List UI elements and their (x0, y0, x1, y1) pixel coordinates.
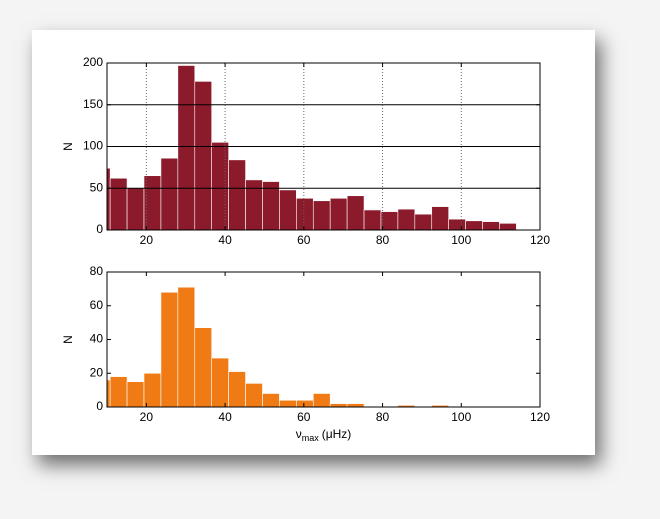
bar (245, 383, 263, 407)
bar (160, 291, 179, 407)
x-tick-label: 80 (376, 233, 390, 247)
y-tick-label: 40 (90, 332, 104, 346)
x-tick-label: 40 (218, 410, 232, 424)
bar (448, 218, 466, 230)
bar (346, 403, 365, 407)
bars (107, 286, 449, 407)
x-tick-label: 100 (451, 410, 471, 424)
bar (262, 393, 280, 407)
bar (312, 393, 331, 407)
bar (312, 200, 331, 230)
x-tick-label: 20 (140, 410, 154, 424)
y-axis-label: N (61, 142, 75, 151)
y-tick-label: 0 (96, 222, 103, 236)
x-label-subscript: max (302, 433, 320, 443)
y-tick-label: 80 (90, 264, 104, 278)
x-tick-label: 120 (530, 410, 550, 424)
bar (499, 223, 517, 230)
bar (126, 381, 145, 407)
bar (107, 167, 111, 230)
bar (397, 405, 416, 407)
bar (194, 81, 213, 230)
bar (279, 399, 297, 407)
bar (245, 179, 263, 230)
bar (194, 327, 213, 407)
bar (482, 221, 500, 230)
x-label-symbol: ν (296, 427, 302, 441)
bar (397, 208, 416, 230)
x-label-unit: (μHz) (322, 427, 352, 441)
x-tick-label: 100 (451, 233, 471, 247)
bar (465, 220, 483, 230)
bar (346, 195, 365, 230)
bar (177, 286, 196, 407)
bar (329, 403, 348, 407)
y-tick-label: 60 (90, 298, 104, 312)
bar (109, 177, 128, 230)
y-tick-label: 50 (90, 180, 104, 194)
y-axis-label: N (61, 335, 75, 344)
y-tick-label: 20 (90, 365, 104, 379)
bar (126, 187, 145, 230)
x-axis-label: νmax (μHz) (296, 427, 352, 443)
bar (431, 405, 449, 407)
x-tick-label: 80 (376, 410, 390, 424)
x-tick-label: 60 (297, 410, 311, 424)
x-tick-label: 60 (297, 233, 311, 247)
bar (228, 159, 246, 230)
plot-frame (106, 271, 541, 408)
bar (329, 197, 348, 230)
bar (380, 211, 399, 230)
bar (143, 372, 162, 407)
x-tick-label: 120 (530, 233, 550, 247)
bar (431, 206, 449, 230)
bar (109, 376, 128, 407)
bar (414, 213, 433, 230)
x-tick-label: 20 (140, 233, 154, 247)
bars (107, 65, 517, 230)
y-tick-label: 200 (83, 55, 103, 69)
bar (296, 399, 314, 407)
bar (279, 189, 297, 230)
bar (296, 197, 314, 230)
bar (177, 65, 196, 230)
bar (211, 142, 229, 230)
bar (211, 357, 229, 407)
y-tick-label: 150 (83, 97, 103, 111)
y-tick-label: 0 (96, 399, 103, 413)
bar (228, 371, 246, 407)
y-tick-label: 100 (83, 139, 103, 153)
bar (160, 157, 179, 230)
x-tick-label: 40 (218, 233, 232, 247)
bar (363, 209, 382, 230)
plot-frame (106, 62, 541, 231)
bar (262, 181, 280, 230)
